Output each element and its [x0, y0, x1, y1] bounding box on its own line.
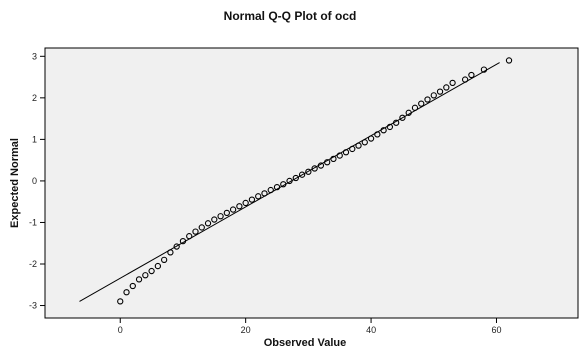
data-point: [468, 71, 475, 79]
data-point: [361, 139, 368, 146]
data-point: [142, 272, 149, 279]
data-point: [443, 84, 450, 91]
data-point: [374, 131, 381, 138]
data-point: [192, 228, 199, 235]
data-point: [129, 282, 136, 290]
x-tick-label: 60: [491, 325, 501, 335]
data-point: [223, 209, 230, 217]
data-point: [117, 298, 124, 305]
data-point: [349, 145, 356, 153]
data-point: [430, 92, 437, 99]
data-point: [436, 88, 444, 95]
data-point: [461, 76, 469, 83]
data-point: [204, 220, 212, 227]
chart-title: Normal Q-Q Plot of ocd: [224, 9, 357, 23]
y-tick-label: -1: [29, 217, 37, 227]
data-point: [267, 186, 274, 194]
data-point: [330, 155, 337, 163]
data-point: [342, 149, 350, 156]
data-point: [186, 233, 193, 240]
y-tick-label: 0: [32, 176, 37, 186]
data-point: [211, 216, 218, 223]
data-point: [424, 96, 431, 103]
data-point: [273, 184, 281, 191]
data-point: [418, 100, 425, 107]
data-point: [229, 206, 237, 213]
data-point: [336, 152, 343, 159]
data-point: [217, 213, 224, 220]
data-point: [242, 199, 249, 207]
data-point: [148, 267, 155, 275]
data-point: [261, 190, 268, 197]
y-tick-label: 2: [32, 93, 37, 103]
data-point: [386, 123, 394, 131]
data-point: [173, 243, 180, 250]
data-point: [411, 104, 419, 111]
data-point: [305, 168, 312, 175]
data-point: [123, 289, 130, 296]
data-point: [311, 165, 318, 172]
data-point: [405, 109, 412, 116]
data-point: [505, 57, 513, 64]
data-point: [255, 193, 262, 200]
data-point: [236, 203, 243, 210]
data-point: [179, 238, 187, 245]
data-point: [248, 196, 256, 203]
data-point: [160, 256, 168, 263]
data-point: [324, 159, 331, 166]
data-point: [154, 262, 162, 270]
data-point: [449, 79, 456, 87]
data-point: [380, 127, 387, 134]
y-tick-label: -3: [29, 301, 37, 311]
reference-line: [79, 62, 500, 302]
data-point: [399, 114, 406, 121]
data-point: [280, 181, 287, 188]
data-point: [135, 276, 143, 283]
x-tick-label: 0: [118, 325, 123, 335]
data-point: [393, 119, 400, 126]
data-point: [367, 135, 375, 142]
data-point: [298, 171, 306, 178]
data-point: [317, 162, 325, 169]
x-tick-label: 40: [366, 325, 376, 335]
y-tick-label: 1: [32, 134, 37, 144]
y-tick-label: -2: [29, 259, 37, 269]
y-tick-label: 3: [32, 51, 37, 61]
y-axis-label: Expected Normal: [9, 138, 21, 228]
data-point: [480, 66, 488, 73]
data-point: [167, 249, 174, 256]
plot-area: [44, 47, 579, 319]
x-axis-label: Observed Value: [264, 337, 347, 349]
data-point: [292, 174, 299, 182]
data-point: [355, 142, 362, 149]
x-tick-label: 20: [241, 325, 251, 335]
data-point: [286, 177, 293, 185]
data-point: [198, 224, 205, 231]
